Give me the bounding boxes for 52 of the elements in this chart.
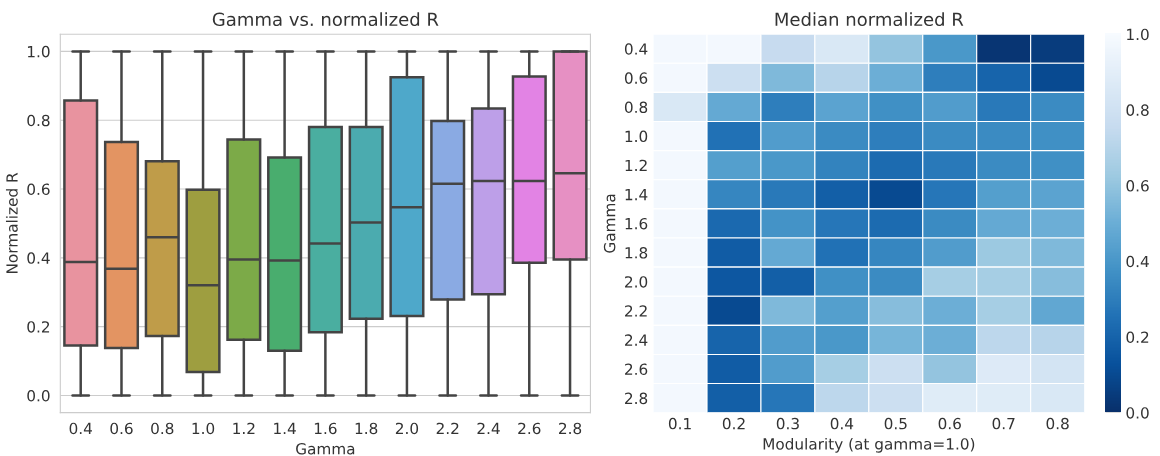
color-bar-label: 0.4 [1126,255,1149,268]
color-bar-label: 1.0 [1127,28,1149,41]
chart-title: Gamma vs. normalized R [212,12,439,27]
x-axis-title: Modularity (at gamma=1.0) [763,437,975,453]
y-tick-label: 0.0 [27,389,50,402]
y-tick-label: 2.0 [625,276,648,288]
y-tick-label: 1.0 [625,130,648,143]
y-tick-label: 0.6 [27,183,50,196]
y-tick-label: 1.4 [625,188,648,201]
x-tick-label: 0.6 [110,422,133,435]
y-tick-label: 1.0 [27,45,50,58]
y-tick-label: 0.6 [624,72,648,84]
y-tick-label: 1.8 [625,247,648,259]
x-tick-label: 1.0 [192,422,215,435]
color-bar-label: 0.2 [1126,331,1149,344]
x-tick-label: 0.7 [992,417,1015,430]
x-tick-label: 2.4 [477,422,500,435]
color-bar-label: 0.8 [1126,104,1149,116]
x-tick-label: 2.2 [436,422,459,435]
y-tick-label: 0.4 [624,43,648,55]
y-tick-label: 0.8 [27,114,50,127]
x-tick-label: 0.1 [668,417,691,430]
x-tick-label: 0.4 [830,417,854,430]
x-tick-label: 1.6 [314,422,337,435]
y-tick-label: 0.4 [27,252,50,264]
y-tick-label: 0.8 [624,101,648,114]
x-tick-label: 0.6 [938,417,961,430]
x-tick-label: 0.4 [69,422,92,435]
chart-title: Median normalized R [775,12,964,27]
y-tick-label: 2.4 [625,334,648,346]
x-axis-title: Gamma [296,443,355,455]
x-tick-label: 2.6 [518,422,541,435]
y-axis-title: Gamma [603,194,616,253]
x-tick-label: 2.8 [559,422,582,435]
x-tick-label: 1.8 [355,422,378,435]
color-bar-label: 0.0 [1126,407,1149,419]
y-tick-label: 2.2 [625,305,647,317]
x-tick-label: 0.8 [151,422,174,435]
y-tick-label: 2.6 [625,363,648,376]
y-tick-label: 1.2 [625,159,647,172]
x-tick-label: 0.5 [884,417,907,430]
x-tick-label: 0.2 [722,417,745,430]
x-tick-label: 0.8 [1046,417,1069,430]
x-tick-label: 2.0 [395,422,419,435]
x-tick-label: 1.4 [274,422,296,435]
y-tick-label: 2.8 [625,392,648,405]
color-bar-label: 0.6 [1126,180,1149,192]
y-tick-label: 1.6 [625,217,648,230]
x-tick-label: 0.3 [776,417,799,430]
y-tick-label: 0.2 [27,321,50,333]
x-tick-label: 1.2 [233,422,255,435]
y-axis-title: Normalized R [5,172,18,273]
